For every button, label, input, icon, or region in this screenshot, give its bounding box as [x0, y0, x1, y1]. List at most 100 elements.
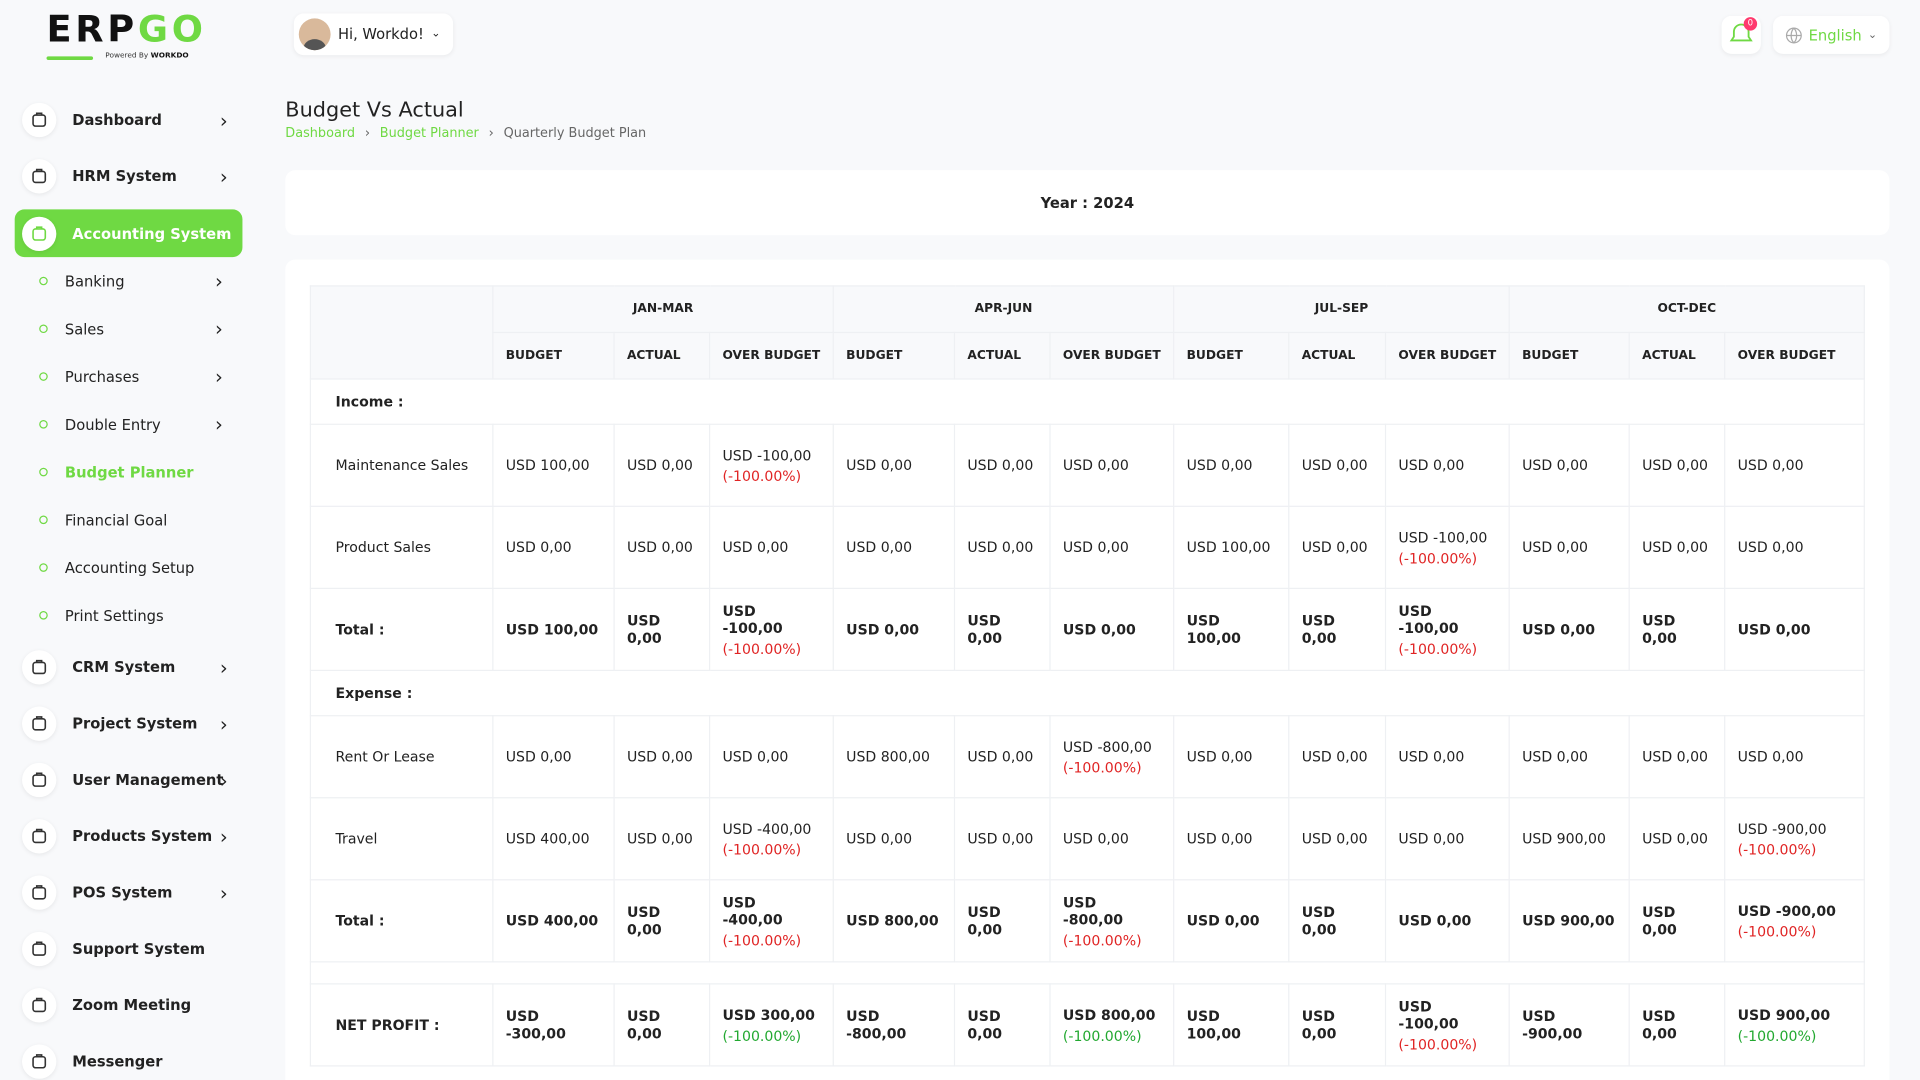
cell: USD 0,00 — [613, 983, 711, 1067]
amount: USD 0,00 — [1522, 748, 1589, 766]
greeting: Hi, Workdo! — [337, 25, 424, 43]
nav-label: User Management — [72, 771, 224, 789]
sub-nav-item[interactable]: Sales › — [15, 305, 243, 353]
total-row: Total : USD 100,00 USD 0,00 USD -100,00 (-10… — [309, 587, 1865, 672]
sub-nav-item[interactable]: Budget Planner — [15, 448, 243, 496]
cell: USD 0,00 — [1508, 505, 1630, 589]
brand-accent: GO — [137, 8, 207, 52]
cell: USD 0,00 — [1628, 879, 1726, 963]
sub-nav-item[interactable]: Accounting Setup — [15, 544, 243, 592]
nav-item[interactable]: Project System › — [15, 696, 243, 752]
company: WORKDO — [150, 51, 189, 61]
amount: USD 0,00 — [967, 830, 1034, 848]
nav-arrow: › — [219, 881, 228, 905]
section-row: Income : — [309, 378, 1865, 425]
nav-arrow: › — [219, 655, 228, 679]
nav-item[interactable]: Support System — [15, 921, 243, 977]
amount: USD 0,00 — [967, 903, 1003, 938]
amount: USD 0,00 — [1398, 830, 1465, 848]
cell: USD 0,00 — [1173, 423, 1290, 507]
nav-item[interactable]: POS System › — [15, 864, 243, 920]
cell: USD 0,00 — [1384, 797, 1510, 881]
nav-label: Accounting System — [72, 224, 232, 242]
cell: USD 0,00 — [1173, 715, 1290, 799]
sub-nav-item[interactable]: Print Settings — [15, 591, 243, 639]
cell: USD 0,00 — [1173, 879, 1290, 963]
user-menu[interactable]: Hi, Workdo! ⌄ — [293, 13, 453, 56]
amount: USD 0,00 — [1301, 456, 1368, 474]
sub-nav-item[interactable]: Purchases › — [15, 353, 243, 401]
cell: USD 0,00 — [613, 423, 711, 507]
cell: USD 0,00 — [953, 587, 1051, 672]
column-header: OVER BUDGET — [708, 331, 834, 380]
nav-icon — [22, 216, 57, 251]
language-menu[interactable]: English ⌄ — [1773, 15, 1890, 54]
notifications[interactable]: 0 — [1721, 15, 1761, 54]
sub-nav-label: Sales — [64, 320, 105, 338]
cell: USD 0,00 — [832, 423, 956, 507]
amount: USD 0,00 — [1062, 456, 1129, 474]
breadcrumb-item[interactable]: Budget Planner — [379, 126, 479, 141]
percent: (-100.00%) — [1398, 1035, 1478, 1053]
percent: (-100.00%) — [1737, 922, 1817, 940]
sub-nav-item[interactable]: Banking › — [15, 257, 243, 305]
nav-item[interactable]: Products System › — [15, 808, 243, 864]
cell: USD 0,00 — [1288, 587, 1387, 672]
cell: USD 0,00 — [1173, 797, 1290, 881]
row-label: NET PROFIT : — [309, 983, 494, 1067]
amount: USD 0,00 — [1301, 903, 1337, 938]
breadcrumb-item[interactable]: Dashboard — [285, 126, 356, 141]
amount: USD 0,00 — [626, 903, 662, 938]
powered-by: Powered By — [105, 51, 149, 61]
cell: USD 0,00 — [1288, 983, 1387, 1067]
sub-nav-label: Purchases — [64, 367, 140, 386]
nav-item[interactable]: HRM System › — [15, 148, 243, 204]
nav-item[interactable]: Zoom Meeting — [15, 977, 243, 1033]
cell: USD 0,00 — [832, 505, 956, 589]
cell: USD 0,00 — [1724, 587, 1865, 672]
cell: USD -900,00 — [1508, 983, 1630, 1067]
cell: USD 0,00 — [492, 505, 615, 589]
nav-item[interactable]: Accounting System ⌄ — [14, 209, 243, 258]
amount: USD 0,00 — [1062, 538, 1129, 556]
breadcrumb-item: Quarterly Budget Plan — [503, 126, 647, 141]
cell: USD 400,00 — [492, 797, 615, 881]
nav-item[interactable]: Dashboard › — [15, 92, 243, 148]
language: English — [1808, 26, 1862, 44]
amount: USD 0,00 — [505, 538, 572, 556]
amount: USD 900,00 — [1522, 912, 1615, 930]
amount: USD 0,00 — [1398, 748, 1465, 766]
amount: USD -900,00 — [1737, 901, 1836, 919]
amount: USD 0,00 — [846, 620, 920, 638]
amount: USD 0,00 — [1301, 748, 1368, 766]
cell: USD 0,00 — [1628, 505, 1726, 589]
row-label: Travel — [309, 797, 494, 881]
nav-arrow: › — [219, 824, 228, 848]
amount: USD 0,00 — [1642, 612, 1677, 647]
sub-nav-item[interactable]: Double Entry › — [15, 400, 243, 448]
nav-arrow: › — [219, 712, 228, 736]
cell: USD 100,00 — [1173, 587, 1290, 672]
sub-nav-item[interactable]: Financial Goal — [15, 496, 243, 544]
nav-item[interactable]: Messenger — [15, 1033, 243, 1080]
nav-item[interactable]: User Management › — [15, 752, 243, 808]
amount: USD -100,00 — [1398, 601, 1459, 637]
nav-icon — [22, 159, 57, 194]
nav-item[interactable]: CRM System › — [15, 639, 243, 695]
section-row: Expense : — [309, 669, 1865, 717]
amount: USD 0,00 — [846, 538, 913, 556]
nav-label: Messenger — [72, 1053, 163, 1071]
cell: USD 0,00 — [1508, 715, 1630, 799]
cell: USD 800,00 (-100.00%) — [1049, 983, 1175, 1067]
cell: USD 0,00 — [613, 505, 711, 589]
column-header: OVER BUDGET — [1049, 331, 1175, 380]
amount: USD 0,00 — [1186, 456, 1253, 474]
cell: USD 0,00 — [1049, 423, 1175, 507]
amount: USD 0,00 — [1642, 903, 1677, 938]
cell: USD -400,00 (-100.00%) — [708, 797, 834, 881]
amount: USD 300,00 — [722, 1005, 815, 1024]
percent: (-100.00%) — [1062, 758, 1142, 776]
nav-arrow: › — [215, 364, 223, 389]
amount: USD 0,00 — [722, 748, 789, 766]
amount: USD 0,00 — [1398, 912, 1472, 930]
